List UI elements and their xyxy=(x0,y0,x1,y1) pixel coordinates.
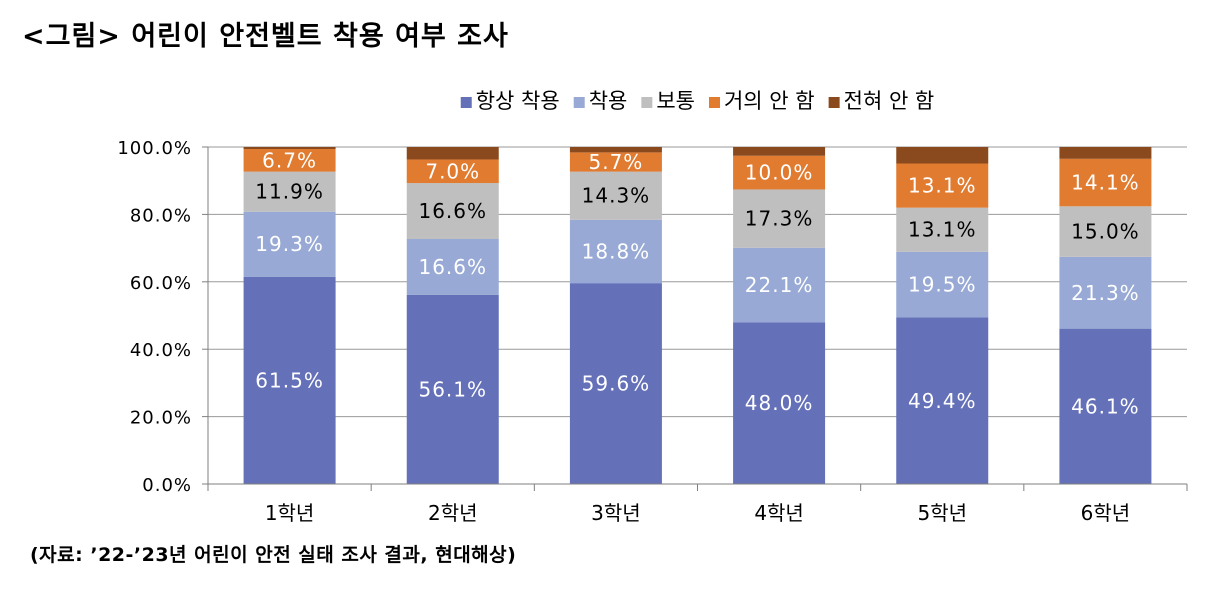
legend-label: 항상 착용 xyxy=(476,89,560,113)
source-note: (자료: ’22-’23년 어린이 안전 실태 조사 결과, 현대해상) xyxy=(30,544,517,566)
data-label: 18.8% xyxy=(582,239,651,263)
data-label: 22.1% xyxy=(745,273,814,297)
bar-segment xyxy=(406,183,499,240)
data-label: 21.3% xyxy=(1071,281,1140,305)
data-label: 61.5% xyxy=(255,368,324,392)
legend-swatch xyxy=(828,97,840,108)
legend-swatch xyxy=(708,97,720,108)
bar-segment xyxy=(569,147,662,153)
legend-swatch xyxy=(573,97,585,108)
bar-segment xyxy=(1059,328,1152,484)
legend-label: 전혀 안 함 xyxy=(844,89,935,113)
data-label: 48.0% xyxy=(745,391,814,415)
bar-segment xyxy=(733,189,826,248)
data-label: 7.0% xyxy=(425,159,480,183)
bar-segment xyxy=(896,163,989,208)
legend-label: 착용 xyxy=(589,89,628,113)
data-label: 13.1% xyxy=(908,218,977,242)
bar-segment xyxy=(406,147,499,160)
data-label: 59.6% xyxy=(582,372,651,396)
legend-label: 거의 안 함 xyxy=(724,89,815,113)
x-category-label: 2학년 xyxy=(428,501,478,525)
x-category-label: 4학년 xyxy=(754,501,804,525)
data-label: 19.5% xyxy=(908,273,977,297)
gridlines xyxy=(208,146,1187,418)
legend: 항상 착용 착용 보통 거의 안 함 전혀 안 함 xyxy=(460,89,935,113)
data-label: 5.7% xyxy=(589,150,644,174)
bar-segment xyxy=(406,294,499,484)
x-category-label: 3학년 xyxy=(591,501,641,525)
x-category-label: 5학년 xyxy=(917,501,967,525)
bar-segment xyxy=(1059,206,1152,257)
bar-segment xyxy=(896,251,989,318)
y-tick-label: 60.0% xyxy=(130,273,192,294)
bar-segment xyxy=(569,152,662,172)
y-tick-label: 100.0% xyxy=(117,138,192,159)
data-label: 15.0% xyxy=(1071,220,1140,244)
x-category-label: 6학년 xyxy=(1081,501,1131,525)
data-label: 10.0% xyxy=(745,161,814,185)
y-tick-label: 40.0% xyxy=(130,340,192,361)
data-label: 13.1% xyxy=(908,174,977,198)
bar-segment xyxy=(243,147,336,150)
bar-segment xyxy=(406,239,499,295)
bar-segment xyxy=(1059,256,1152,329)
bar-segment xyxy=(243,211,336,277)
legend-item: 항상 착용 xyxy=(460,89,560,113)
bars: 61.5% 19.3% 11.9% 6.7% 56.1% 16.6% 16.6% 7.0% 59… xyxy=(243,147,1152,484)
data-label: 16.6% xyxy=(418,255,487,279)
data-label: 16.6% xyxy=(418,199,487,223)
bar-segment xyxy=(569,219,662,284)
legend-swatch xyxy=(641,97,653,108)
bar-segment xyxy=(243,149,336,172)
bar-segment xyxy=(243,171,336,212)
bar-segment xyxy=(733,147,826,156)
bar-segment xyxy=(733,155,826,190)
bar-segment xyxy=(733,322,826,484)
bar-segment xyxy=(733,247,826,323)
axes: 0.0% 20.0% 40.0% 60.0% 80.0% 100.0% 1학년 2학년 3학년 4… xyxy=(117,138,1188,525)
bar-segment xyxy=(569,171,662,220)
bar-segment xyxy=(896,147,989,164)
data-label: 56.1% xyxy=(418,377,487,401)
data-label: 49.4% xyxy=(908,389,977,413)
y-tick-label: 80.0% xyxy=(130,205,192,226)
legend-item: 거의 안 함 xyxy=(708,89,815,113)
bar-segment xyxy=(569,283,662,484)
data-label: 11.9% xyxy=(255,180,324,204)
bar-segment xyxy=(1059,158,1152,207)
x-category-label: 1학년 xyxy=(265,501,315,525)
bar-segment xyxy=(243,276,336,484)
data-label: 46.1% xyxy=(1071,394,1140,418)
data-label: 19.3% xyxy=(255,232,324,256)
bar-segment xyxy=(1059,147,1152,159)
chart-title: <그림> 어린이 안전벨트 착용 여부 조사 xyxy=(22,21,509,52)
data-label: 17.3% xyxy=(745,207,814,231)
bar-segment xyxy=(896,207,989,252)
legend-item: 전혀 안 함 xyxy=(828,89,935,113)
legend-swatch xyxy=(460,97,472,108)
y-tick-label: 0.0% xyxy=(142,475,192,496)
legend-item: 착용 xyxy=(573,89,628,113)
y-tick-label: 20.0% xyxy=(130,408,192,429)
data-label: 14.1% xyxy=(1071,171,1140,195)
data-label: 6.7% xyxy=(262,148,317,172)
bar-segment xyxy=(896,317,989,484)
data-label: 14.3% xyxy=(582,184,651,208)
bar-segment xyxy=(406,159,499,184)
legend-label: 보통 xyxy=(656,89,695,113)
legend-item: 보통 xyxy=(641,89,695,113)
